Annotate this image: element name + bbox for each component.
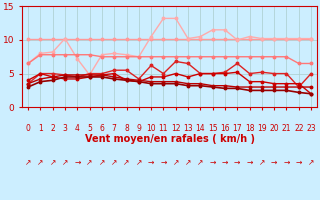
Text: ↗: ↗ [111,158,117,167]
Text: →: → [160,158,167,167]
Text: →: → [296,158,302,167]
Text: ↗: ↗ [172,158,179,167]
Text: ↗: ↗ [308,158,314,167]
Text: →: → [246,158,253,167]
Text: ↗: ↗ [259,158,265,167]
Text: ↗: ↗ [123,158,130,167]
Text: ↗: ↗ [86,158,93,167]
Text: →: → [222,158,228,167]
Text: →: → [283,158,290,167]
Text: →: → [148,158,154,167]
Text: ↗: ↗ [62,158,68,167]
Text: ↗: ↗ [25,158,31,167]
Text: ↗: ↗ [50,158,56,167]
Text: →: → [234,158,240,167]
Text: →: → [271,158,277,167]
Text: →: → [74,158,80,167]
X-axis label: Vent moyen/en rafales ( km/h ): Vent moyen/en rafales ( km/h ) [84,134,255,144]
Text: ↗: ↗ [99,158,105,167]
Text: ↗: ↗ [185,158,191,167]
Text: ↗: ↗ [197,158,204,167]
Text: ↗: ↗ [37,158,44,167]
Text: →: → [210,158,216,167]
Text: ↗: ↗ [136,158,142,167]
